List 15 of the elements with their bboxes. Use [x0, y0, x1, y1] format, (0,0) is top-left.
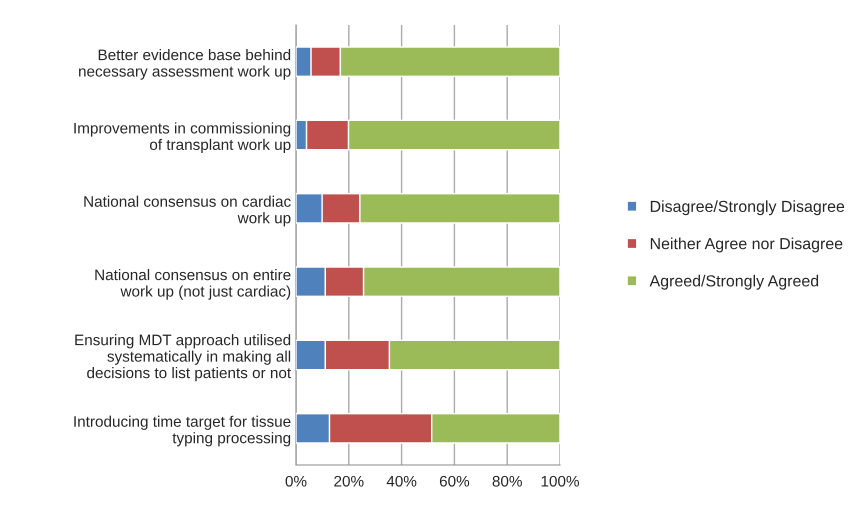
y-tick-label: National consensus on entire work up (not just cardiac) — [95, 269, 290, 300]
x-tick-label: 80% — [492, 476, 522, 487]
x-tick-label: 100% — [542, 476, 579, 487]
legend-label: Disagree/Strongly Disagree — [650, 200, 844, 216]
legend-label: Agreed/Strongly Agreed — [650, 274, 818, 290]
x-tick-label: 0% — [286, 476, 306, 487]
y-tick-label: National consensus on cardiac work up — [84, 196, 291, 226]
y-tick-label: Improvements in commissioning of transplant work up — [74, 122, 291, 154]
x-tick-label: 60% — [440, 476, 470, 487]
y-tick-label: Introducing time target for tissue typing processing — [74, 416, 290, 446]
y-tick-label: Better evidence base behind necessary assessment work up — [79, 49, 291, 80]
x-tick-label: 40% — [386, 476, 416, 487]
legend-label: Neither Agree nor Disagree — [650, 238, 842, 252]
y-tick-label: Ensuring MDT approach utilised systematically in making all decisions to list patients or not — [75, 334, 292, 382]
x-tick-label: 20% — [334, 476, 364, 487]
